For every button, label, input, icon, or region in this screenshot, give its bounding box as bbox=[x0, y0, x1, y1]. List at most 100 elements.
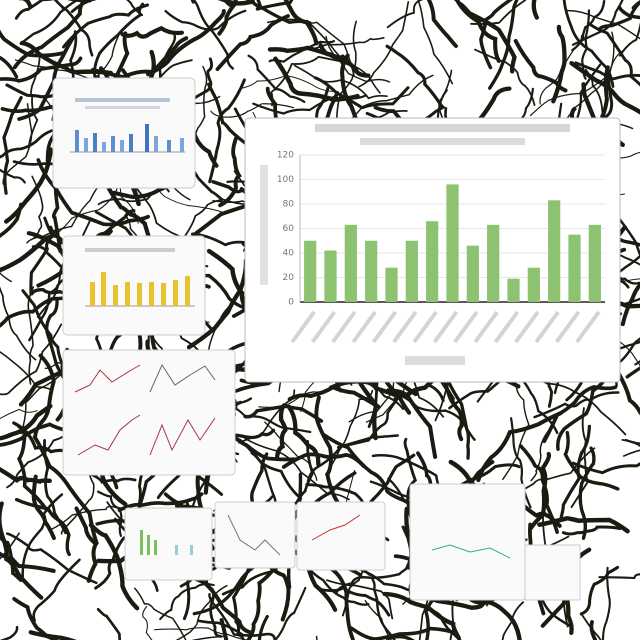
branch bbox=[0, 466, 52, 484]
branch bbox=[620, 283, 640, 327]
y-tick-label: 0 bbox=[288, 298, 294, 308]
branch bbox=[386, 0, 423, 29]
y-tick-label: 80 bbox=[283, 200, 295, 210]
branch bbox=[6, 425, 78, 489]
branch bbox=[283, 0, 319, 46]
branch bbox=[0, 501, 44, 600]
branch bbox=[305, 563, 370, 606]
branch bbox=[93, 2, 145, 81]
branch bbox=[74, 506, 99, 583]
branch bbox=[597, 0, 640, 32]
branch bbox=[569, 60, 640, 115]
branch bbox=[601, 566, 611, 640]
branch bbox=[19, 40, 114, 76]
branch bbox=[336, 391, 404, 449]
branch bbox=[600, 340, 640, 352]
branch bbox=[133, 587, 187, 640]
branch bbox=[273, 586, 307, 640]
branch bbox=[559, 424, 591, 519]
x-label-placeholder bbox=[310, 310, 337, 344]
branch bbox=[177, 57, 214, 110]
branch bbox=[338, 74, 434, 132]
branch bbox=[0, 56, 83, 83]
branch bbox=[266, 18, 355, 77]
branch bbox=[21, 493, 64, 579]
bar bbox=[548, 200, 561, 302]
branch bbox=[578, 446, 596, 540]
branch bbox=[0, 350, 52, 391]
branch bbox=[453, 0, 501, 63]
branch bbox=[281, 452, 366, 469]
branch bbox=[32, 558, 81, 622]
branch bbox=[403, 437, 418, 521]
branch bbox=[0, 625, 19, 640]
branch bbox=[531, 0, 539, 20]
branch bbox=[561, 525, 622, 536]
y-tick-label: 100 bbox=[277, 175, 294, 185]
branch bbox=[191, 635, 227, 640]
branch bbox=[318, 43, 371, 78]
branch bbox=[439, 378, 464, 442]
x-label-placeholder bbox=[473, 310, 499, 344]
branch bbox=[530, 428, 551, 482]
subtitle-placeholder bbox=[360, 138, 525, 145]
branch bbox=[529, 50, 624, 117]
branch bbox=[528, 451, 552, 531]
branch bbox=[215, 14, 290, 71]
branch bbox=[586, 21, 640, 87]
x-label-placeholder bbox=[453, 310, 479, 344]
branch bbox=[476, 411, 563, 483]
branch bbox=[570, 407, 589, 509]
branch bbox=[26, 177, 108, 244]
branch bbox=[51, 182, 150, 227]
bar bbox=[324, 250, 337, 302]
bar bbox=[588, 224, 601, 302]
branch bbox=[598, 573, 640, 580]
branch bbox=[293, 64, 388, 100]
branch bbox=[618, 22, 640, 57]
branch bbox=[243, 404, 324, 423]
branch bbox=[0, 403, 53, 441]
branch bbox=[469, 597, 522, 640]
x-label-placeholder bbox=[371, 310, 398, 344]
branch bbox=[28, 630, 77, 640]
branch bbox=[197, 619, 277, 640]
branch bbox=[208, 78, 246, 184]
branch bbox=[579, 565, 620, 616]
title-placeholder bbox=[315, 124, 570, 132]
branch bbox=[244, 437, 350, 501]
branch bbox=[574, 61, 640, 81]
branch bbox=[33, 353, 56, 438]
branch bbox=[218, 136, 242, 208]
branch bbox=[533, 391, 620, 419]
branch bbox=[0, 534, 23, 582]
branch bbox=[246, 556, 284, 640]
branch bbox=[349, 626, 456, 640]
y-tick-label: 60 bbox=[283, 224, 295, 234]
branch bbox=[5, 532, 98, 585]
y-tick-label: 20 bbox=[283, 273, 295, 283]
branch bbox=[0, 289, 85, 328]
branch bbox=[255, 0, 294, 11]
bar bbox=[344, 224, 357, 302]
branch bbox=[566, 9, 640, 40]
branch bbox=[264, 421, 318, 481]
x-label-placeholder bbox=[514, 310, 540, 344]
branch bbox=[183, 198, 254, 238]
branch bbox=[159, 583, 215, 621]
thumbnail bbox=[124, 507, 213, 581]
branch bbox=[126, 0, 144, 17]
branch bbox=[14, 0, 92, 20]
branch bbox=[19, 0, 81, 45]
branch bbox=[217, 0, 255, 6]
thumbnail bbox=[62, 349, 236, 476]
branch bbox=[36, 158, 62, 253]
y-tick-label: 120 bbox=[277, 151, 294, 161]
x-label-placeholder bbox=[432, 310, 459, 344]
branch bbox=[571, 461, 640, 475]
branch bbox=[0, 229, 56, 273]
x-label-placeholder bbox=[405, 356, 465, 365]
branch bbox=[0, 323, 63, 396]
plot: 0 20 40 60 80 100 120 bbox=[277, 151, 605, 344]
